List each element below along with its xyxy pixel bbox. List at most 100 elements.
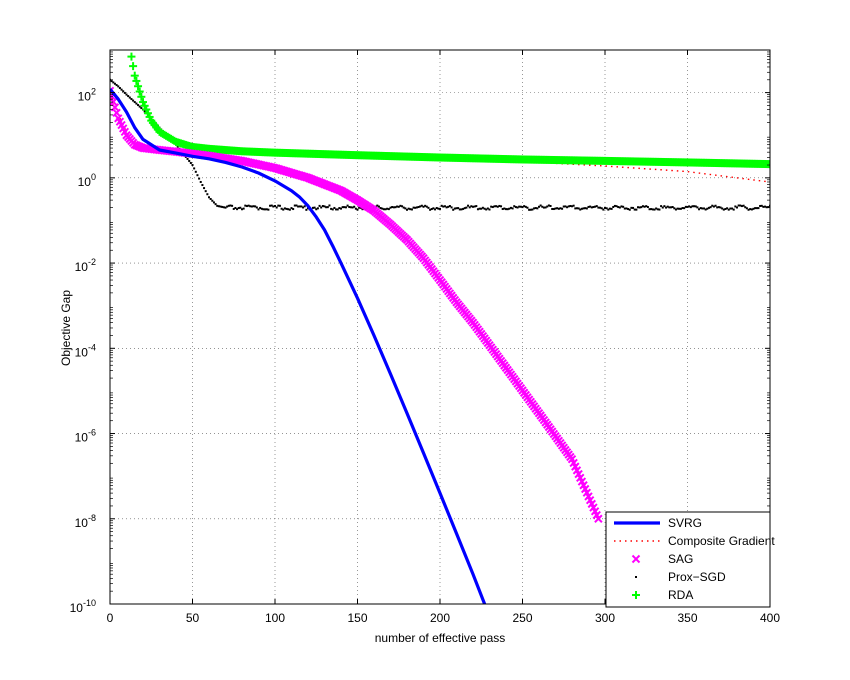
- series-layer: [110, 52, 770, 604]
- data-point-prox-sgd: [503, 207, 506, 210]
- data-point-prox-sgd: [194, 170, 197, 173]
- data-point-prox-sgd: [302, 206, 305, 209]
- data-point-prox-sgd: [326, 206, 329, 209]
- data-point-prox-sgd: [193, 167, 196, 170]
- data-point-prox-sgd: [561, 207, 564, 210]
- data-point-prox-sgd: [376, 204, 379, 207]
- data-point-prox-sgd: [278, 204, 281, 207]
- data-point-prox-sgd: [602, 208, 605, 211]
- data-point-prox-sgd: [229, 204, 232, 207]
- data-point-prox-sgd: [689, 206, 692, 209]
- data-point-prox-sgd: [651, 208, 654, 211]
- data-point-prox-sgd: [201, 184, 204, 187]
- data-point-prox-sgd: [693, 205, 696, 208]
- data-point-prox-sgd: [704, 208, 707, 211]
- data-point-prox-sgd: [473, 205, 476, 208]
- data-point-prox-sgd: [641, 205, 644, 208]
- data-point-prox-sgd: [434, 208, 437, 211]
- data-point-prox-sgd: [518, 205, 521, 208]
- data-point-prox-sgd: [204, 190, 207, 193]
- data-point-prox-sgd: [241, 208, 243, 211]
- data-point-prox-sgd: [262, 208, 265, 211]
- data-point-prox-sgd: [608, 207, 611, 210]
- data-point-prox-sgd: [538, 205, 540, 208]
- data-point-prox-sgd: [597, 206, 600, 209]
- data-point-prox-sgd: [696, 206, 699, 209]
- data-point-prox-sgd: [478, 207, 481, 210]
- data-point-prox-sgd: [283, 207, 286, 210]
- data-point-prox-sgd: [722, 208, 725, 211]
- data-point-prox-sgd: [110, 80, 113, 83]
- data-point-prox-sgd: [716, 206, 719, 209]
- data-point-prox-sgd: [613, 204, 616, 207]
- data-point-prox-sgd: [249, 205, 252, 208]
- data-point-prox-sgd: [346, 204, 349, 207]
- data-point-prox-sgd: [437, 207, 440, 210]
- data-point-sag: [594, 514, 603, 523]
- data-point-prox-sgd: [272, 205, 275, 208]
- data-point-prox-sgd: [719, 206, 722, 209]
- data-point-prox-sgd: [547, 204, 550, 207]
- data-point-prox-sgd: [463, 207, 466, 210]
- data-point-prox-sgd: [757, 207, 760, 210]
- data-point-prox-sgd: [137, 104, 140, 107]
- data-point-prox-sgd: [244, 204, 247, 207]
- data-point-prox-sgd: [439, 207, 441, 210]
- y-tick-label: 100: [78, 172, 96, 189]
- data-point-prox-sgd: [544, 206, 547, 209]
- data-point-prox-sgd: [528, 208, 531, 211]
- data-point-prox-sgd: [637, 206, 639, 209]
- data-point-prox-sgd: [316, 207, 319, 210]
- y-tick-labels: 102 100 10-2 10-4 10-6 10-8 10-10: [70, 87, 96, 615]
- sag-x-b: [582, 488, 592, 497]
- data-point-prox-sgd: [752, 207, 755, 210]
- data-point-prox-sgd: [562, 205, 565, 208]
- data-point-prox-sgd: [460, 208, 463, 211]
- y-tick-label: 10-4: [75, 342, 96, 359]
- data-point-prox-sgd: [496, 205, 499, 208]
- x-tick-label: 200: [430, 611, 450, 625]
- data-point-prox-sgd: [447, 205, 450, 208]
- x-tick-label: 250: [512, 611, 532, 625]
- data-point-prox-sgd: [208, 196, 210, 199]
- data-point-prox-sgd: [311, 206, 314, 209]
- data-point-prox-sgd: [209, 197, 212, 200]
- data-point-prox-sgd: [305, 208, 308, 211]
- data-point-prox-sgd: [580, 207, 583, 210]
- data-point-prox-sgd: [605, 207, 608, 210]
- data-point-prox-sgd: [623, 207, 626, 210]
- x-tick-label: 300: [595, 611, 615, 625]
- data-point-prox-sgd: [254, 205, 257, 208]
- data-point-prox-sgd: [361, 208, 364, 211]
- legend-symbol-prox-sgd: [635, 576, 637, 578]
- sag-x-b: [580, 484, 590, 494]
- data-point-prox-sgd: [632, 206, 635, 209]
- data-point-prox-sgd: [524, 205, 527, 208]
- data-point-prox-sgd: [331, 208, 334, 211]
- y-tick-label: 102: [78, 87, 96, 104]
- sag-x-b: [110, 86, 115, 93]
- data-point-prox-sgd: [189, 161, 192, 164]
- data-point-prox-sgd: [313, 206, 316, 209]
- data-point-prox-sgd: [267, 208, 270, 211]
- data-point-prox-sgd: [250, 205, 253, 208]
- data-point-prox-sgd: [666, 205, 669, 208]
- data-point-prox-sgd: [549, 204, 552, 207]
- sag-x-b: [577, 477, 587, 486]
- data-point-prox-sgd: [486, 207, 489, 210]
- x-tick-label: 50: [186, 611, 200, 625]
- data-point-prox-sgd: [707, 206, 710, 209]
- data-point-prox-sgd: [275, 206, 278, 209]
- data-point-prox-sgd: [759, 204, 762, 207]
- data-point-prox-sgd: [483, 207, 486, 210]
- data-point-prox-sgd: [534, 207, 537, 210]
- data-point-rda: [139, 98, 147, 107]
- data-point-prox-sgd: [125, 93, 128, 96]
- data-point-prox-sgd: [239, 206, 242, 209]
- data-point-prox-sgd: [465, 206, 468, 209]
- data-point-prox-sgd: [650, 208, 653, 211]
- data-point-prox-sgd: [216, 204, 219, 207]
- data-point-prox-sgd: [198, 177, 201, 180]
- data-point-prox-sgd: [353, 205, 356, 208]
